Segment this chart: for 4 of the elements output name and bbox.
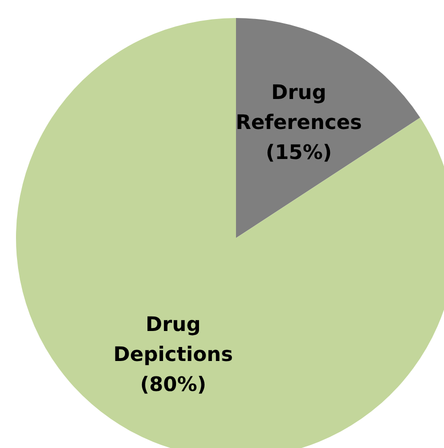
data-label: (15%)	[266, 140, 332, 164]
slice-label: Drug References	[236, 80, 362, 134]
data-label: (80%)	[140, 372, 206, 396]
slice-label: Drug Depictions	[113, 312, 233, 366]
